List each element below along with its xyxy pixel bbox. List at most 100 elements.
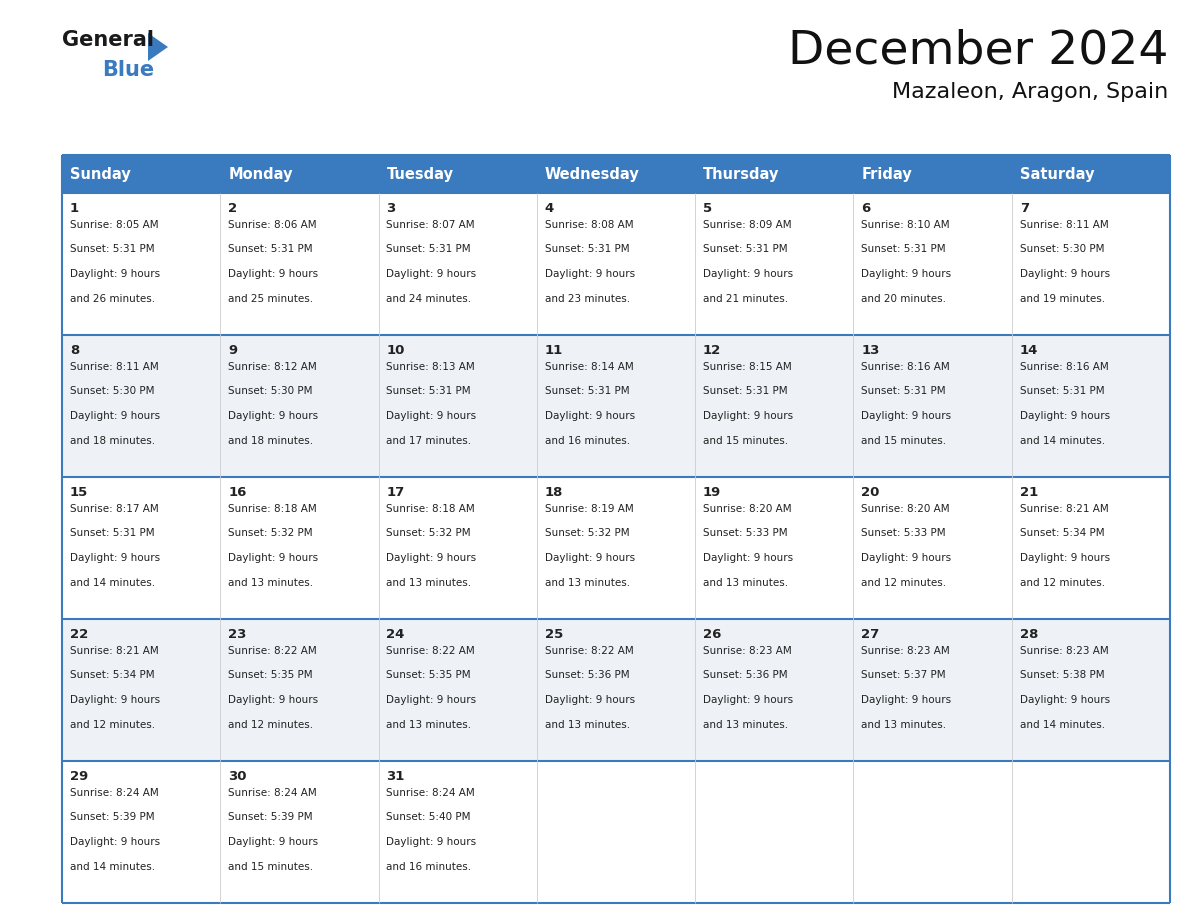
Bar (853, 155, 1012, 193)
Text: Sunrise: 8:22 AM: Sunrise: 8:22 AM (228, 645, 317, 655)
Bar (379, 155, 537, 193)
Text: Sunrise: 8:21 AM: Sunrise: 8:21 AM (1019, 503, 1108, 513)
Text: 21: 21 (1019, 486, 1038, 498)
Text: Sunset: 5:30 PM: Sunset: 5:30 PM (228, 386, 312, 397)
Text: Sunrise: 8:19 AM: Sunrise: 8:19 AM (545, 503, 633, 513)
Text: 3: 3 (386, 202, 396, 215)
Text: Sunset: 5:31 PM: Sunset: 5:31 PM (386, 386, 472, 397)
Text: and 24 minutes.: and 24 minutes. (386, 294, 472, 304)
Text: Daylight: 9 hours: Daylight: 9 hours (386, 269, 476, 279)
Text: and 16 minutes.: and 16 minutes. (386, 862, 472, 872)
Text: Sunset: 5:31 PM: Sunset: 5:31 PM (703, 244, 788, 254)
Text: Sunrise: 8:24 AM: Sunrise: 8:24 AM (70, 788, 159, 798)
Text: and 14 minutes.: and 14 minutes. (70, 862, 156, 872)
Text: Daylight: 9 hours: Daylight: 9 hours (70, 411, 160, 421)
Text: Sunset: 5:34 PM: Sunset: 5:34 PM (1019, 529, 1105, 538)
Text: Sunrise: 8:24 AM: Sunrise: 8:24 AM (386, 788, 475, 798)
Text: Daylight: 9 hours: Daylight: 9 hours (703, 269, 794, 279)
Text: and 13 minutes.: and 13 minutes. (861, 720, 947, 730)
Text: 30: 30 (228, 769, 247, 782)
Text: Daylight: 9 hours: Daylight: 9 hours (70, 269, 160, 279)
Text: Sunset: 5:31 PM: Sunset: 5:31 PM (1019, 386, 1105, 397)
Text: 20: 20 (861, 486, 880, 498)
Text: 25: 25 (545, 628, 563, 641)
Text: Daylight: 9 hours: Daylight: 9 hours (861, 695, 952, 705)
Text: and 13 minutes.: and 13 minutes. (228, 578, 314, 588)
Text: Blue: Blue (102, 60, 154, 80)
Text: Sunset: 5:32 PM: Sunset: 5:32 PM (228, 529, 312, 538)
Bar (537, 155, 695, 193)
Text: Sunset: 5:30 PM: Sunset: 5:30 PM (70, 386, 154, 397)
Text: and 23 minutes.: and 23 minutes. (545, 294, 630, 304)
Text: Sunrise: 8:08 AM: Sunrise: 8:08 AM (545, 219, 633, 230)
Text: Sunrise: 8:21 AM: Sunrise: 8:21 AM (70, 645, 159, 655)
Text: and 18 minutes.: and 18 minutes. (228, 436, 314, 446)
Text: Daylight: 9 hours: Daylight: 9 hours (545, 269, 634, 279)
Text: Sunrise: 8:10 AM: Sunrise: 8:10 AM (861, 219, 950, 230)
Text: 22: 22 (70, 628, 88, 641)
Text: 18: 18 (545, 486, 563, 498)
Text: Daylight: 9 hours: Daylight: 9 hours (70, 695, 160, 705)
Text: Daylight: 9 hours: Daylight: 9 hours (861, 269, 952, 279)
Text: 5: 5 (703, 202, 712, 215)
Text: 24: 24 (386, 628, 405, 641)
Text: Daylight: 9 hours: Daylight: 9 hours (1019, 554, 1110, 564)
Text: Sunset: 5:39 PM: Sunset: 5:39 PM (228, 812, 312, 823)
Text: 26: 26 (703, 628, 721, 641)
Text: Daylight: 9 hours: Daylight: 9 hours (228, 695, 318, 705)
Text: and 17 minutes.: and 17 minutes. (386, 436, 472, 446)
Text: and 12 minutes.: and 12 minutes. (1019, 578, 1105, 588)
Text: Daylight: 9 hours: Daylight: 9 hours (70, 554, 160, 564)
Text: Daylight: 9 hours: Daylight: 9 hours (386, 554, 476, 564)
Bar (62, 155, 220, 193)
Text: Sunrise: 8:06 AM: Sunrise: 8:06 AM (228, 219, 317, 230)
Text: Daylight: 9 hours: Daylight: 9 hours (545, 411, 634, 421)
Text: Sunrise: 8:16 AM: Sunrise: 8:16 AM (1019, 362, 1108, 372)
Text: Sunrise: 8:16 AM: Sunrise: 8:16 AM (861, 362, 950, 372)
Text: and 13 minutes.: and 13 minutes. (386, 578, 472, 588)
Text: Sunset: 5:31 PM: Sunset: 5:31 PM (70, 244, 154, 254)
Text: Daylight: 9 hours: Daylight: 9 hours (228, 554, 318, 564)
Text: Sunset: 5:36 PM: Sunset: 5:36 PM (703, 670, 788, 680)
Text: Thursday: Thursday (703, 166, 779, 182)
Text: Sunset: 5:38 PM: Sunset: 5:38 PM (1019, 670, 1105, 680)
Text: and 14 minutes.: and 14 minutes. (70, 578, 156, 588)
Text: Sunset: 5:31 PM: Sunset: 5:31 PM (861, 386, 946, 397)
Text: Daylight: 9 hours: Daylight: 9 hours (545, 554, 634, 564)
Text: Mazaleon, Aragon, Spain: Mazaleon, Aragon, Spain (892, 82, 1168, 102)
Text: and 14 minutes.: and 14 minutes. (1019, 720, 1105, 730)
Text: Sunrise: 8:15 AM: Sunrise: 8:15 AM (703, 362, 792, 372)
Text: Sunrise: 8:13 AM: Sunrise: 8:13 AM (386, 362, 475, 372)
Text: and 13 minutes.: and 13 minutes. (545, 720, 630, 730)
Text: Sunset: 5:40 PM: Sunset: 5:40 PM (386, 812, 470, 823)
Bar (62, 761, 1170, 903)
Text: Sunset: 5:39 PM: Sunset: 5:39 PM (70, 812, 154, 823)
Text: and 14 minutes.: and 14 minutes. (1019, 436, 1105, 446)
Text: and 12 minutes.: and 12 minutes. (228, 720, 314, 730)
Text: December 2024: December 2024 (788, 28, 1168, 73)
Text: 9: 9 (228, 343, 238, 356)
Bar (1012, 155, 1170, 193)
Text: and 18 minutes.: and 18 minutes. (70, 436, 156, 446)
Text: Sunrise: 8:18 AM: Sunrise: 8:18 AM (386, 503, 475, 513)
Bar (62, 335, 1170, 477)
Text: and 13 minutes.: and 13 minutes. (703, 578, 788, 588)
Text: 1: 1 (70, 202, 80, 215)
Text: Sunrise: 8:11 AM: Sunrise: 8:11 AM (1019, 219, 1108, 230)
Text: and 15 minutes.: and 15 minutes. (703, 436, 788, 446)
Text: and 12 minutes.: and 12 minutes. (861, 578, 947, 588)
Text: Daylight: 9 hours: Daylight: 9 hours (386, 411, 476, 421)
Bar (62, 193, 1170, 335)
Text: Sunset: 5:36 PM: Sunset: 5:36 PM (545, 670, 630, 680)
Text: Tuesday: Tuesday (386, 166, 454, 182)
Text: Daylight: 9 hours: Daylight: 9 hours (1019, 269, 1110, 279)
Text: Sunset: 5:33 PM: Sunset: 5:33 PM (703, 529, 788, 538)
Text: Daylight: 9 hours: Daylight: 9 hours (228, 269, 318, 279)
Text: Daylight: 9 hours: Daylight: 9 hours (703, 695, 794, 705)
Text: Sunset: 5:32 PM: Sunset: 5:32 PM (545, 529, 630, 538)
Text: Sunrise: 8:23 AM: Sunrise: 8:23 AM (703, 645, 792, 655)
Text: Sunrise: 8:09 AM: Sunrise: 8:09 AM (703, 219, 791, 230)
Text: 2: 2 (228, 202, 238, 215)
Text: Sunset: 5:34 PM: Sunset: 5:34 PM (70, 670, 154, 680)
Text: Sunset: 5:31 PM: Sunset: 5:31 PM (70, 529, 154, 538)
